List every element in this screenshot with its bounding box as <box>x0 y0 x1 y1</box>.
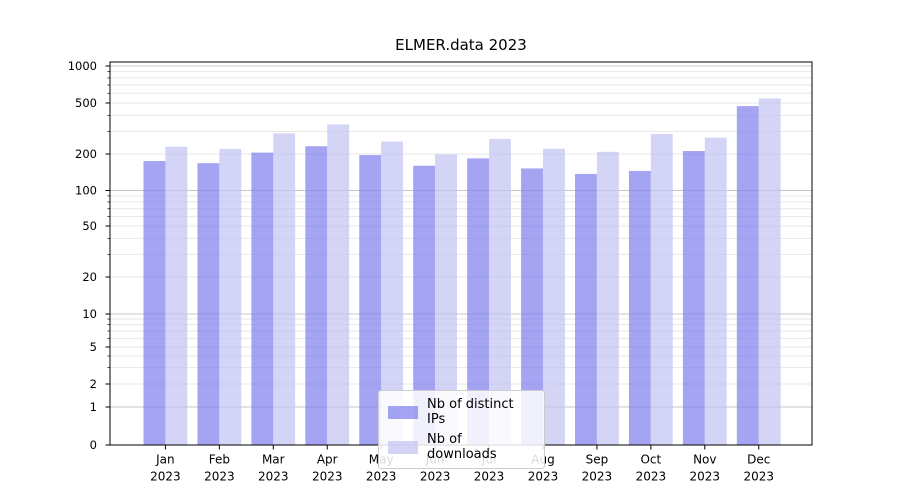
y-tick-label: 10 <box>82 307 97 321</box>
legend: Nb of distinct IPs Nb of downloads <box>378 390 545 469</box>
bar-downloads-may <box>381 141 404 445</box>
bar-downloads-jan <box>165 146 188 445</box>
x-tick-label-year: 2023 <box>528 470 559 484</box>
bar-distinct-ips-aug <box>521 168 543 445</box>
x-tick-label-month: Jan <box>155 453 175 467</box>
legend-label-downloads: Nb of downloads <box>427 432 497 462</box>
y-tick-label: 50 <box>82 219 97 233</box>
y-tick-label: 5 <box>90 340 97 354</box>
x-tick-label-month: Sep <box>586 453 609 467</box>
bar-distinct-ips-jul <box>467 158 490 445</box>
y-tick-label: 20 <box>82 270 97 284</box>
bar-distinct-ips-jun <box>413 165 436 446</box>
x-tick-label-year: 2023 <box>474 470 505 484</box>
x-tick-label-month: Apr <box>317 453 338 467</box>
bar-downloads-nov <box>704 137 727 445</box>
bar-distinct-ips-oct <box>628 170 651 445</box>
bar-downloads-feb <box>219 148 242 446</box>
y-tick-label: 1000 <box>68 59 97 73</box>
x-tick-label-month: Mar <box>262 453 285 467</box>
bar-downloads-apr <box>327 124 350 445</box>
bar-downloads-jun <box>435 154 457 445</box>
x-tick-label-year: 2023 <box>258 470 289 484</box>
x-tick-label-year: 2023 <box>366 470 397 484</box>
x-tick-label-year: 2023 <box>420 470 451 484</box>
bar-distinct-ips-mar <box>251 152 274 446</box>
bar-downloads-sep <box>596 151 619 445</box>
x-tick-label-year: 2023 <box>582 470 613 484</box>
y-tick-label: 100 <box>75 184 97 198</box>
bar-downloads-oct <box>650 133 673 445</box>
x-tick-label-month: Feb <box>209 453 230 467</box>
bar-downloads-aug <box>542 148 565 445</box>
x-tick-label-year: 2023 <box>150 470 181 484</box>
y-tick-label: 0 <box>90 438 97 452</box>
legend-item-downloads: Nb of downloads <box>388 432 534 462</box>
bar-distinct-ips-may <box>359 155 382 445</box>
y-tick-label: 2 <box>90 377 97 391</box>
legend-swatch-downloads <box>388 440 418 454</box>
bar-distinct-ips-nov <box>682 151 705 445</box>
y-tick-label: 200 <box>75 147 97 161</box>
x-tick-label-year: 2023 <box>312 470 343 484</box>
bar-distinct-ips-jan <box>143 161 166 445</box>
x-tick-label-month: Nov <box>693 453 716 467</box>
legend-label-distinct-ips: Nb of distinct IPs <box>427 397 514 427</box>
chart-title: ELMER.data 2023 <box>395 36 527 54</box>
x-tick-label-year: 2023 <box>204 470 235 484</box>
x-tick-label-year: 2023 <box>743 470 774 484</box>
bar-distinct-ips-feb <box>197 163 220 446</box>
bar-downloads-jul <box>489 138 511 445</box>
legend-item-distinct-ips: Nb of distinct IPs <box>388 397 534 427</box>
x-tick-label-month: Dec <box>747 453 770 467</box>
legend-swatch-distinct-ips <box>388 405 418 419</box>
y-tick-label: 1 <box>90 400 97 414</box>
bar-downloads-mar <box>273 133 296 445</box>
bar-distinct-ips-apr <box>305 146 328 446</box>
x-tick-label-year: 2023 <box>690 470 721 484</box>
bar-distinct-ips-sep <box>575 173 597 445</box>
bar-downloads-dec <box>758 98 781 446</box>
x-tick-label-year: 2023 <box>636 470 667 484</box>
bar-distinct-ips-dec <box>736 106 759 446</box>
x-tick-label-month: Oct <box>640 453 661 467</box>
y-tick-label: 500 <box>75 96 97 110</box>
